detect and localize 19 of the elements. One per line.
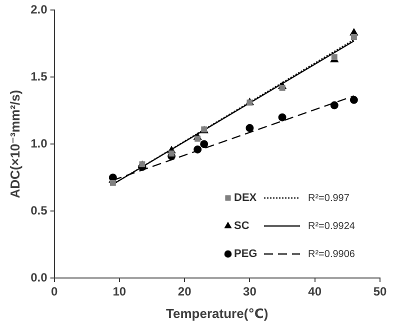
y-tick-label: 0.0 xyxy=(30,270,48,284)
x-tick-label: 30 xyxy=(243,284,257,299)
x-axis-title: Temperature(℃) xyxy=(166,306,268,321)
y-axis-title: ADC(×10⁻³mm²/s) xyxy=(7,90,22,198)
x-tick-label: 20 xyxy=(178,284,192,299)
legend-label: R²=0.9924 xyxy=(308,220,356,232)
y-tick-label: 1.5 xyxy=(30,69,48,84)
legend-label: DEX xyxy=(234,192,258,204)
x-tick-label: 40 xyxy=(308,284,322,299)
y-tick-label: 2.0 xyxy=(30,2,48,17)
y-tick-label: 0.5 xyxy=(30,203,48,218)
x-tick-label: 0 xyxy=(50,284,58,299)
y-tick-label: 1.0 xyxy=(30,136,48,150)
x-tick-label: 50 xyxy=(373,284,387,299)
legend-label: R²=0.997 xyxy=(308,192,350,204)
x-tick-label: 10 xyxy=(112,284,126,299)
legend-label: R²=0.9906 xyxy=(308,248,356,260)
legend-label: SC xyxy=(234,220,250,232)
legend-label: PEG xyxy=(234,248,258,260)
